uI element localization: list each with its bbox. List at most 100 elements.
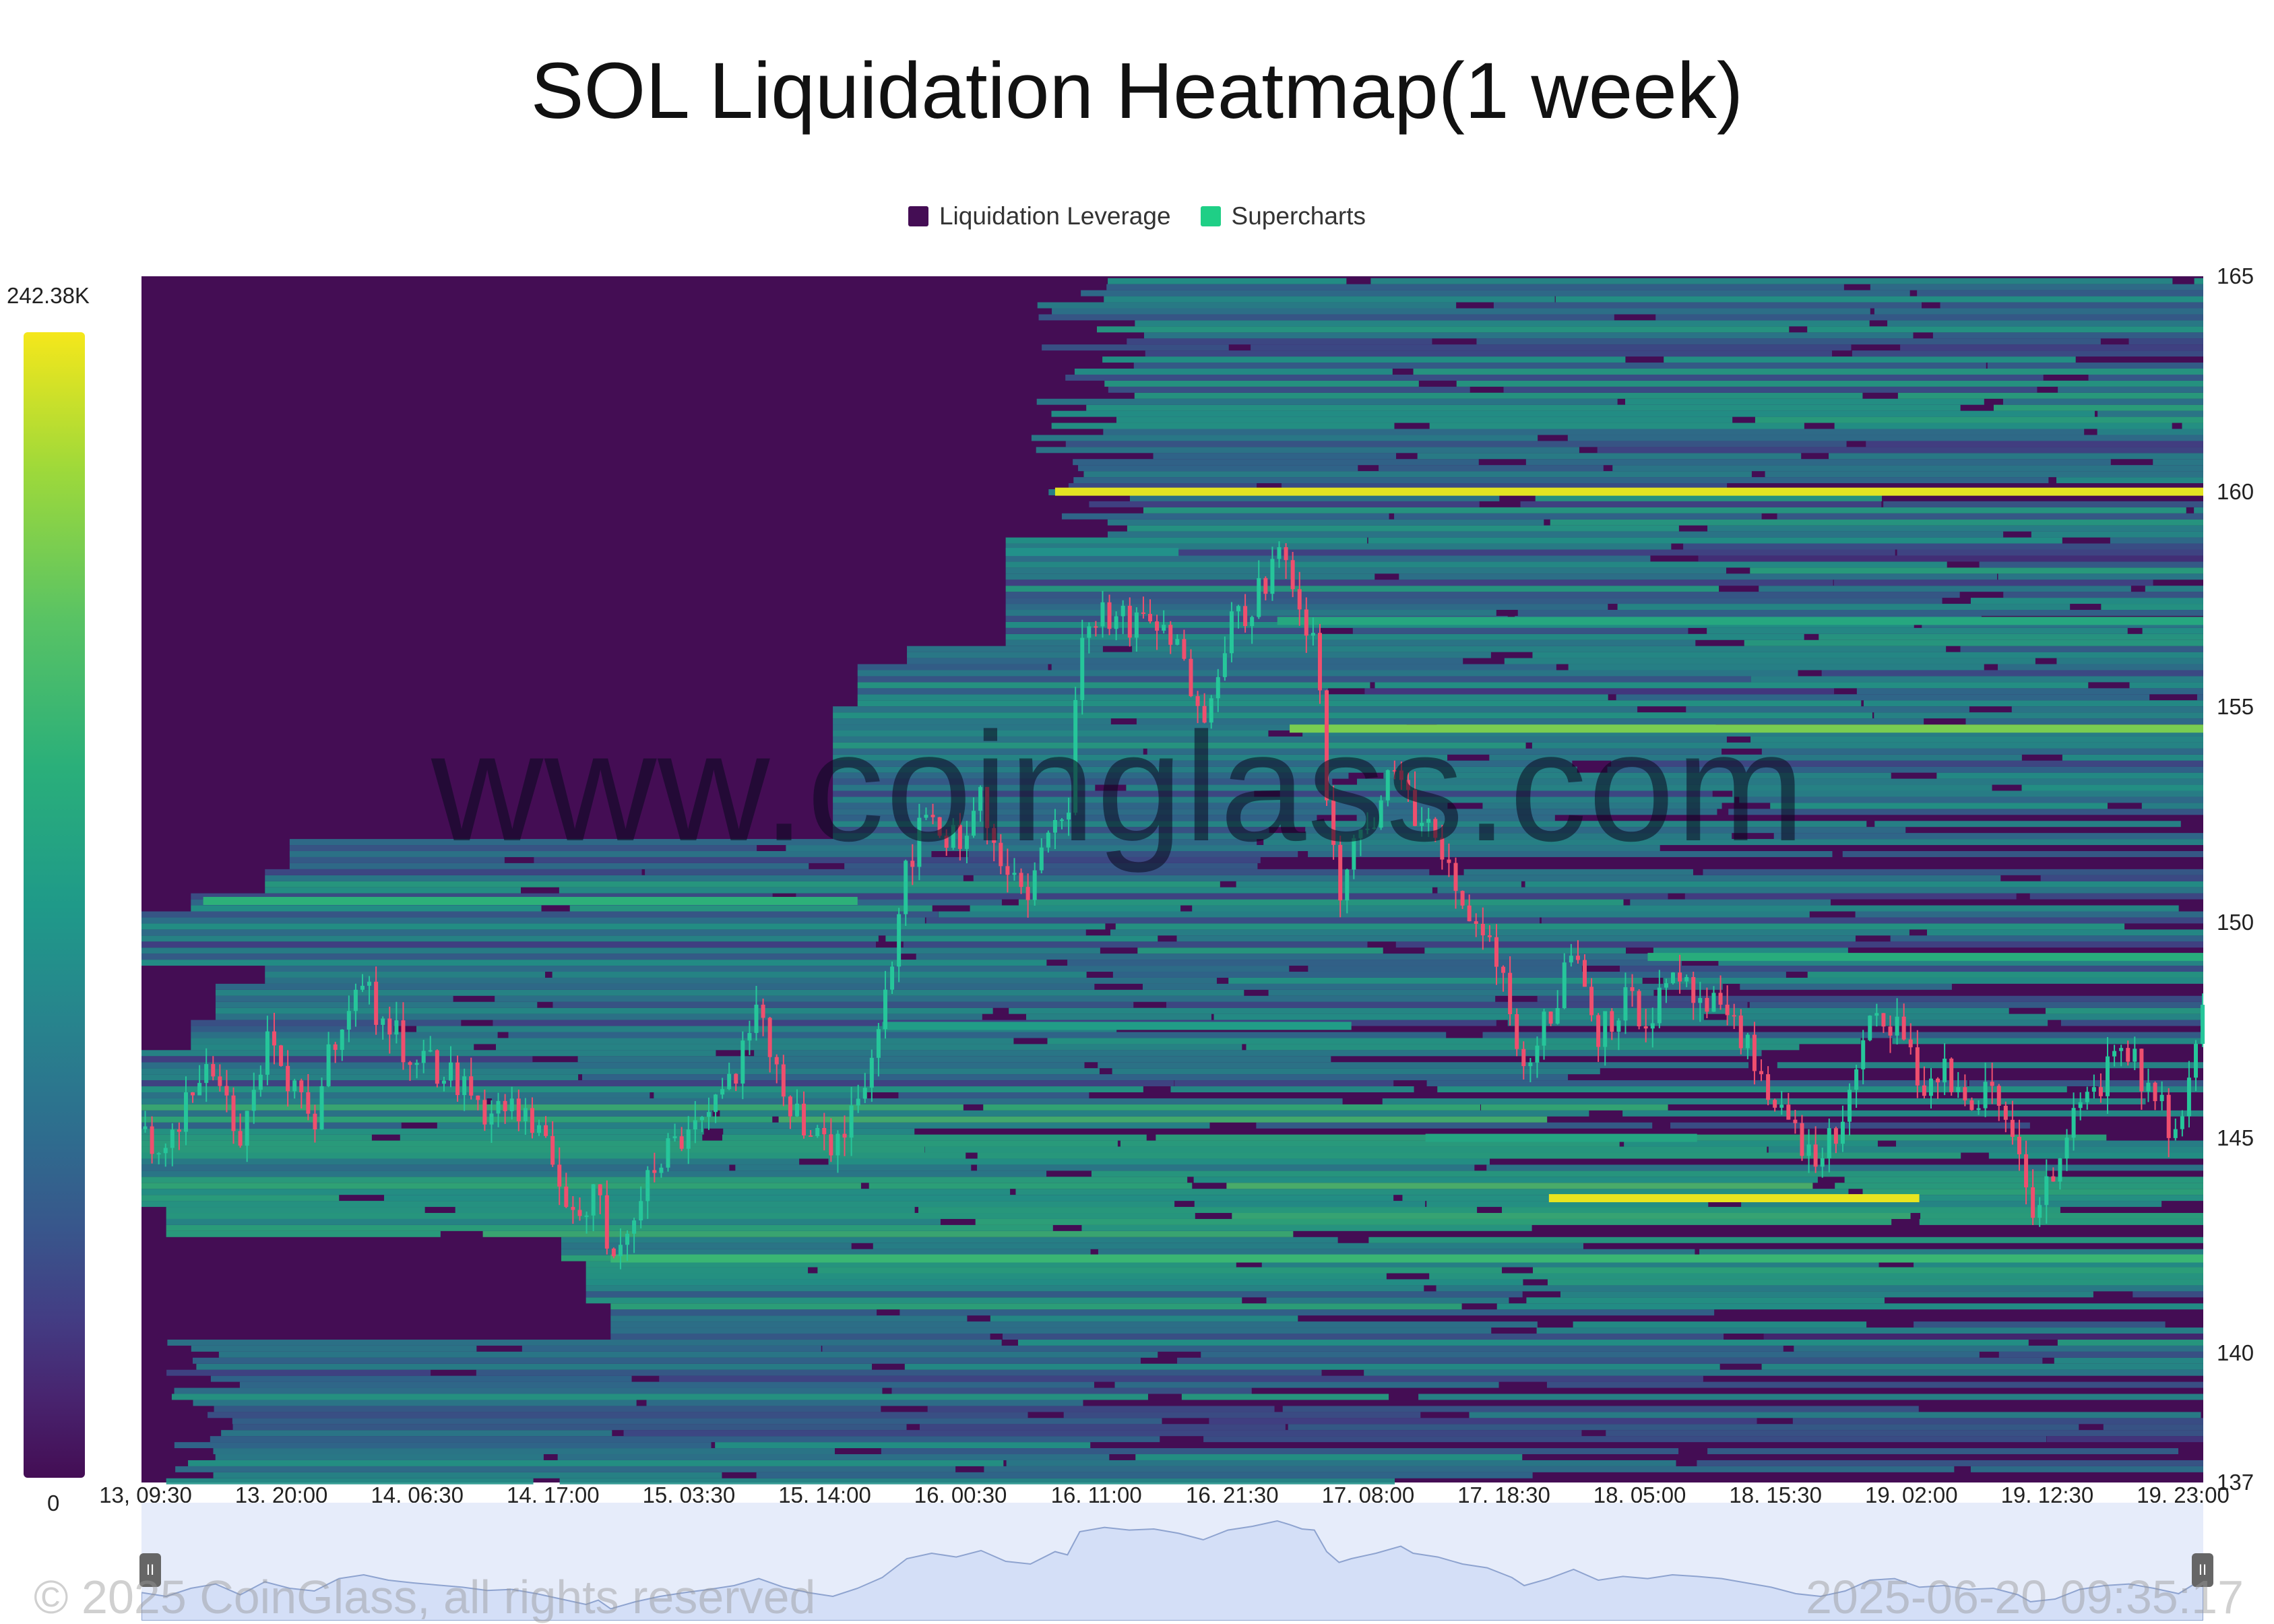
- candle-body: [1630, 987, 1635, 991]
- heatmap-cell: [1807, 326, 2203, 333]
- heatmap-cell: [1370, 278, 2173, 284]
- heatmap-cell: [1104, 380, 1419, 387]
- candle-body: [1494, 937, 1498, 967]
- candle-body: [1480, 923, 1485, 936]
- heatmap-cell: [586, 1285, 1424, 1292]
- heatmap-cell: [166, 1224, 1053, 1231]
- candle-body: [1936, 1078, 1940, 1083]
- candle-body: [2031, 1187, 2035, 1218]
- heatmap-cell: [975, 1218, 1892, 1225]
- candle-body: [910, 861, 915, 867]
- heatmap-cell: [924, 1146, 1767, 1153]
- range-navigator[interactable]: [141, 1503, 2204, 1621]
- candle-body: [1229, 611, 1234, 654]
- candle-body: [346, 1011, 351, 1030]
- heatmap-cell: [2088, 374, 2203, 381]
- candle-body: [1202, 706, 1207, 723]
- candle-body: [1325, 690, 1329, 801]
- heatmap-cell: [1067, 960, 1682, 966]
- candle-body: [1460, 891, 1465, 906]
- heatmap-cell: [1920, 1213, 2203, 1219]
- navigator-right-handle[interactable]: II: [2192, 1553, 2213, 1587]
- heatmap-cell: [833, 784, 1096, 791]
- candle-body: [1901, 1016, 1906, 1040]
- candle-body: [2180, 1116, 2184, 1129]
- heatmap-cell: [754, 1050, 1762, 1057]
- heatmap-cell: [977, 1152, 1961, 1159]
- heatmap-cell: [1765, 471, 2203, 478]
- heatmap-cell: [384, 1195, 1394, 1201]
- heatmap-cell: [1697, 1460, 2203, 1466]
- heatmap-cell: [1520, 501, 1882, 507]
- heatmap-cell: [907, 646, 1103, 652]
- heatmap-cell: [2003, 592, 2203, 598]
- heatmap-cell: [1777, 1062, 2203, 1069]
- candle-body: [1684, 976, 1689, 982]
- candle-body: [618, 1245, 623, 1257]
- candle-body: [1637, 991, 1641, 1027]
- heatmap-cell: [1833, 580, 2153, 586]
- heatmap-cell: [1761, 748, 2203, 755]
- candle-body: [1698, 997, 1703, 1003]
- heatmap-cell: [1486, 1164, 2203, 1171]
- heatmap-cell: [1874, 308, 2203, 315]
- heatmap-cell: [1364, 688, 1835, 695]
- candle-body: [2085, 1092, 2089, 1102]
- heatmap-cell: [1437, 887, 2203, 894]
- heatmap-cell: [1624, 1140, 1878, 1147]
- navigator-left-handle[interactable]: II: [139, 1553, 161, 1587]
- candle-body: [1162, 625, 1166, 631]
- heatmap-cell: [2056, 477, 2203, 484]
- heatmap-cell: [610, 1334, 990, 1340]
- heatmap-cell: [907, 652, 1491, 658]
- heatmap-cell: [1573, 1321, 1867, 1328]
- legend-item-supercharts[interactable]: Supercharts: [1200, 202, 1366, 230]
- candle-body: [2051, 1176, 2056, 1182]
- heatmap-cell: [175, 1466, 956, 1472]
- heatmap-cell: [1890, 935, 2203, 942]
- heatmap-cell: [1919, 1218, 2203, 1225]
- heatmap-cell: [1617, 604, 2071, 611]
- candle-body: [1243, 606, 1248, 627]
- candle-body: [462, 1076, 467, 1096]
- heatmap-cell: [1107, 519, 1544, 526]
- heatmap-cell: [938, 911, 1810, 918]
- heatmap-cell: [720, 1110, 1589, 1117]
- heatmap-cell: [1181, 1394, 1389, 1400]
- heatmap-cell: [2029, 893, 2203, 900]
- candle-body: [211, 1064, 216, 1077]
- heatmap-cell: [1855, 911, 2203, 918]
- heatmap-cell: [1308, 966, 1583, 972]
- heatmap-cell: [1914, 1321, 2166, 1328]
- heatmap-cell: [1863, 700, 2203, 707]
- heatmap-cell: [1897, 549, 2203, 556]
- heatmap-cell: [833, 803, 1448, 809]
- heatmap-cell: [1368, 537, 2062, 544]
- heatmap-cell: [1900, 344, 2203, 351]
- candle-body: [1759, 1071, 1764, 1075]
- candle-body: [1657, 987, 1662, 1024]
- candle-body: [1379, 800, 1383, 828]
- candle-body: [1596, 1015, 1601, 1047]
- candle-body: [1189, 658, 1193, 697]
- candle-body: [272, 1031, 276, 1046]
- candle-body: [1521, 1049, 1526, 1067]
- candle-body: [978, 786, 983, 811]
- heatmap-cell: [1170, 1086, 1414, 1093]
- heatmap-cell: [141, 1080, 1174, 1087]
- heatmap-cell: [1096, 326, 1790, 333]
- heatmap-cell: [1395, 941, 2203, 948]
- copyright-text: © 2025 CoinGlass, all rights reserved: [34, 1571, 816, 1623]
- heatmap-cell: [1268, 989, 1654, 996]
- candle-body: [530, 1108, 534, 1133]
- candle-body: [1555, 1008, 1560, 1024]
- heatmap-cell: [265, 977, 1217, 984]
- heatmap-cell: [141, 911, 939, 918]
- heatmap-cell: [141, 1092, 650, 1098]
- heatmap-cell: [1936, 772, 2203, 779]
- heatmap-cell: [623, 1430, 1582, 1437]
- candle-body: [476, 1095, 480, 1100]
- legend-item-liquidation-leverage[interactable]: Liquidation Leverage: [908, 202, 1171, 230]
- heatmap-cell: [1526, 1297, 1885, 1304]
- candle-body: [1888, 1026, 1893, 1036]
